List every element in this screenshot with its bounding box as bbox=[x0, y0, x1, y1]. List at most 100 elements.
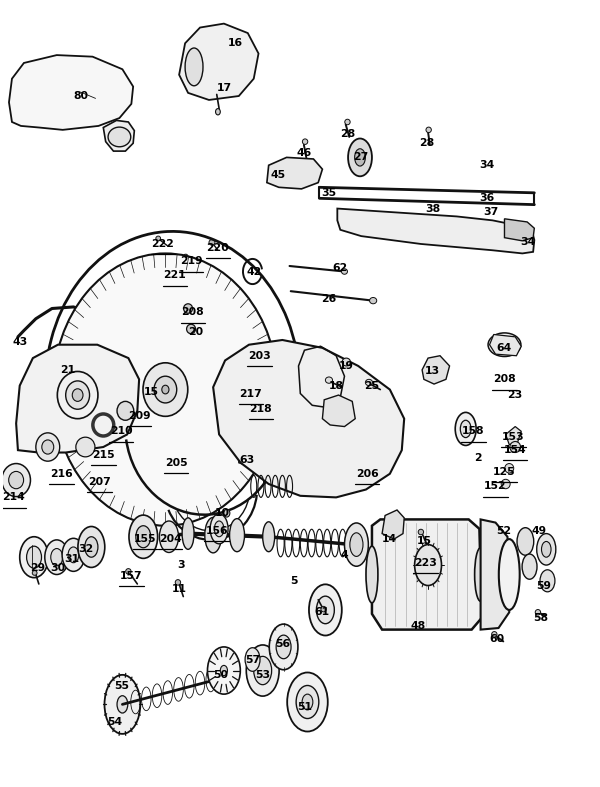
Text: 125: 125 bbox=[493, 467, 516, 477]
Ellipse shape bbox=[32, 571, 37, 575]
Text: 203: 203 bbox=[248, 351, 271, 360]
Text: 21: 21 bbox=[60, 365, 75, 375]
Polygon shape bbox=[505, 219, 535, 241]
Text: 4: 4 bbox=[341, 550, 348, 560]
Ellipse shape bbox=[540, 570, 555, 592]
Ellipse shape bbox=[184, 304, 193, 313]
Text: 28: 28 bbox=[341, 129, 356, 139]
Text: 3: 3 bbox=[177, 560, 185, 570]
Text: 13: 13 bbox=[425, 367, 440, 376]
Text: 205: 205 bbox=[165, 458, 187, 467]
Ellipse shape bbox=[522, 554, 537, 579]
Text: 220: 220 bbox=[206, 243, 229, 253]
Ellipse shape bbox=[296, 685, 319, 719]
Ellipse shape bbox=[168, 267, 173, 272]
Text: 62: 62 bbox=[332, 263, 348, 272]
Text: 204: 204 bbox=[159, 534, 182, 544]
Text: 2: 2 bbox=[474, 453, 481, 463]
Text: 29: 29 bbox=[30, 563, 45, 573]
Text: 45: 45 bbox=[270, 170, 285, 179]
Text: 25: 25 bbox=[364, 381, 380, 390]
Ellipse shape bbox=[342, 358, 350, 366]
Polygon shape bbox=[490, 334, 521, 356]
Ellipse shape bbox=[365, 379, 373, 386]
Text: 46: 46 bbox=[297, 149, 312, 158]
Text: 154: 154 bbox=[504, 445, 527, 455]
Ellipse shape bbox=[510, 442, 521, 453]
Polygon shape bbox=[382, 510, 404, 539]
Polygon shape bbox=[481, 519, 509, 630]
Ellipse shape bbox=[45, 540, 68, 575]
Ellipse shape bbox=[302, 139, 308, 145]
Text: 156: 156 bbox=[205, 527, 228, 536]
Ellipse shape bbox=[136, 526, 151, 548]
Text: 49: 49 bbox=[532, 527, 547, 536]
Ellipse shape bbox=[488, 333, 521, 357]
Text: 34: 34 bbox=[521, 237, 536, 246]
Ellipse shape bbox=[263, 522, 275, 552]
Ellipse shape bbox=[276, 635, 291, 659]
Polygon shape bbox=[9, 55, 133, 130]
Text: 18: 18 bbox=[329, 381, 344, 390]
Text: 14: 14 bbox=[382, 534, 397, 544]
Ellipse shape bbox=[215, 109, 220, 115]
Text: 48: 48 bbox=[410, 621, 425, 630]
Ellipse shape bbox=[208, 647, 241, 694]
Ellipse shape bbox=[321, 606, 326, 612]
Ellipse shape bbox=[325, 377, 332, 383]
Ellipse shape bbox=[62, 538, 85, 571]
Ellipse shape bbox=[287, 672, 328, 732]
Ellipse shape bbox=[246, 645, 279, 696]
Ellipse shape bbox=[210, 514, 228, 544]
Ellipse shape bbox=[129, 515, 158, 559]
Text: 214: 214 bbox=[2, 493, 25, 502]
Ellipse shape bbox=[182, 518, 194, 549]
Ellipse shape bbox=[426, 127, 431, 133]
Ellipse shape bbox=[455, 412, 476, 445]
Text: 38: 38 bbox=[425, 204, 440, 213]
Ellipse shape bbox=[26, 546, 41, 568]
Text: 55: 55 bbox=[114, 682, 129, 691]
Ellipse shape bbox=[187, 324, 196, 334]
Text: 32: 32 bbox=[78, 545, 93, 554]
Polygon shape bbox=[337, 209, 535, 253]
Text: 53: 53 bbox=[255, 671, 270, 680]
Text: 31: 31 bbox=[64, 554, 79, 563]
Polygon shape bbox=[16, 345, 139, 453]
Ellipse shape bbox=[475, 548, 487, 601]
Text: 43: 43 bbox=[12, 338, 28, 347]
Text: 222: 222 bbox=[152, 239, 175, 249]
Text: 215: 215 bbox=[92, 450, 115, 460]
Ellipse shape bbox=[254, 656, 272, 685]
Text: 61: 61 bbox=[315, 608, 330, 617]
Text: 50: 50 bbox=[214, 671, 229, 680]
Text: 80: 80 bbox=[73, 91, 88, 101]
Text: 223: 223 bbox=[414, 558, 437, 567]
Ellipse shape bbox=[460, 420, 471, 438]
Text: 11: 11 bbox=[172, 584, 187, 593]
Ellipse shape bbox=[51, 549, 63, 566]
Text: 217: 217 bbox=[239, 389, 262, 398]
Text: 17: 17 bbox=[217, 83, 232, 93]
Ellipse shape bbox=[143, 363, 188, 416]
Ellipse shape bbox=[302, 694, 313, 710]
Text: 28: 28 bbox=[419, 139, 434, 148]
Ellipse shape bbox=[491, 631, 497, 637]
Text: 19: 19 bbox=[339, 361, 354, 371]
Text: 158: 158 bbox=[462, 427, 485, 436]
Ellipse shape bbox=[53, 253, 278, 526]
Ellipse shape bbox=[230, 519, 244, 552]
Text: 37: 37 bbox=[484, 208, 499, 217]
Text: 208: 208 bbox=[182, 308, 204, 317]
Text: 16: 16 bbox=[228, 39, 244, 48]
Ellipse shape bbox=[541, 541, 551, 557]
Ellipse shape bbox=[537, 534, 556, 565]
Ellipse shape bbox=[78, 527, 105, 567]
Text: 52: 52 bbox=[496, 527, 511, 536]
Text: 10: 10 bbox=[215, 508, 230, 518]
Ellipse shape bbox=[355, 149, 365, 166]
Text: 155: 155 bbox=[134, 534, 157, 544]
Text: 57: 57 bbox=[245, 655, 260, 664]
Ellipse shape bbox=[205, 518, 221, 552]
Text: 152: 152 bbox=[484, 482, 507, 491]
